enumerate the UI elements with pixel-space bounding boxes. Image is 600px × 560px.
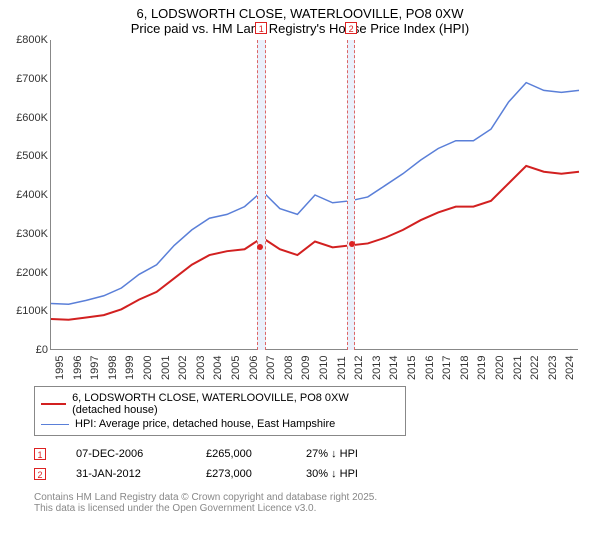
x-axis-label: 2010 (318, 356, 330, 380)
y-axis-label: £100K (8, 305, 48, 317)
x-axis-label: 2005 (230, 356, 242, 380)
transaction-delta: 27% ↓ HPI (306, 448, 358, 460)
transaction-table: 1 07-DEC-2006 £265,000 27% ↓ HPI 2 31-JAN-201… (34, 444, 600, 484)
legend-item: 6, LODSWORTH CLOSE, WATERLOOVILLE, PO8 0… (41, 391, 399, 417)
legend-item: HPI: Average price, detached house, East… (41, 417, 399, 431)
x-axis-label: 2015 (406, 356, 418, 380)
legend-label: 6, LODSWORTH CLOSE, WATERLOOVILLE, PO8 0… (72, 392, 399, 416)
y-axis-label: £300K (8, 228, 48, 240)
legend-label: HPI: Average price, detached house, East… (75, 418, 335, 430)
x-axis-label: 1997 (89, 356, 101, 380)
y-axis-label: £600K (8, 112, 48, 124)
transaction-row: 2 31-JAN-2012 £273,000 30% ↓ HPI (34, 464, 600, 484)
x-axis-label: 2009 (300, 356, 312, 380)
transaction-price: £265,000 (206, 448, 276, 460)
x-axis-label: 2008 (283, 356, 295, 380)
x-axis-label: 1999 (124, 356, 136, 380)
x-axis-label: 2012 (353, 356, 365, 380)
x-axis-label: 2006 (248, 356, 260, 380)
x-axis-label: 1998 (107, 356, 119, 380)
x-axis-label: 2018 (459, 356, 471, 380)
chart-title: 6, LODSWORTH CLOSE, WATERLOOVILLE, PO8 0… (0, 0, 600, 21)
x-axis-label: 2016 (424, 356, 436, 380)
x-axis-label: 2011 (336, 356, 348, 380)
x-axis-label: 2007 (265, 356, 277, 380)
y-axis-label: £800K (8, 34, 48, 46)
footer-line-2: This data is licensed under the Open Gov… (34, 503, 600, 514)
x-axis-label: 2003 (195, 356, 207, 380)
x-axis-label: 1996 (72, 356, 84, 380)
x-axis-label: 2004 (212, 356, 224, 380)
x-axis-label: 2021 (512, 356, 524, 380)
sale-band (257, 40, 266, 350)
sale-band (347, 40, 356, 350)
chart-area: 12 £0 £100K £200K £300K £400K £500K £600K £700K… (8, 40, 578, 380)
y-axis-label: £200K (8, 267, 48, 279)
y-axis-label: £700K (8, 73, 48, 85)
transaction-date: 07-DEC-2006 (76, 448, 176, 460)
x-axis-label: 2002 (177, 356, 189, 380)
legend-swatch (41, 424, 69, 425)
x-axis-label: 2013 (371, 356, 383, 380)
series-line (51, 166, 579, 320)
transaction-marker: 1 (34, 448, 46, 460)
sale-marker: 1 (255, 22, 267, 34)
footer-line-1: Contains HM Land Registry data © Crown c… (34, 492, 600, 503)
x-axis-label: 2000 (142, 356, 154, 380)
y-axis-label: £0 (8, 344, 48, 356)
legend: 6, LODSWORTH CLOSE, WATERLOOVILLE, PO8 0… (34, 386, 406, 436)
transaction-marker: 2 (34, 468, 46, 480)
transaction-date: 31-JAN-2012 (76, 468, 176, 480)
x-axis-label: 2001 (160, 356, 172, 380)
x-axis-label: 2014 (388, 356, 400, 380)
x-axis-label: 2019 (476, 356, 488, 380)
chart-subtitle: Price paid vs. HM Land Registry's House … (0, 21, 600, 40)
x-axis-label: 1995 (54, 356, 66, 380)
y-axis-label: £400K (8, 189, 48, 201)
footer: Contains HM Land Registry data © Crown c… (34, 492, 600, 514)
x-axis-label: 2017 (441, 356, 453, 380)
transaction-row: 1 07-DEC-2006 £265,000 27% ↓ HPI (34, 444, 600, 464)
x-axis-label: 2024 (564, 356, 576, 380)
x-axis-label: 2023 (547, 356, 559, 380)
x-axis-label: 2020 (494, 356, 506, 380)
y-axis-label: £500K (8, 150, 48, 162)
sale-marker: 2 (345, 22, 357, 34)
transaction-delta: 30% ↓ HPI (306, 468, 358, 480)
transaction-price: £273,000 (206, 468, 276, 480)
x-axis-label: 2022 (529, 356, 541, 380)
plot: 12 (50, 40, 578, 350)
legend-swatch (41, 403, 66, 405)
